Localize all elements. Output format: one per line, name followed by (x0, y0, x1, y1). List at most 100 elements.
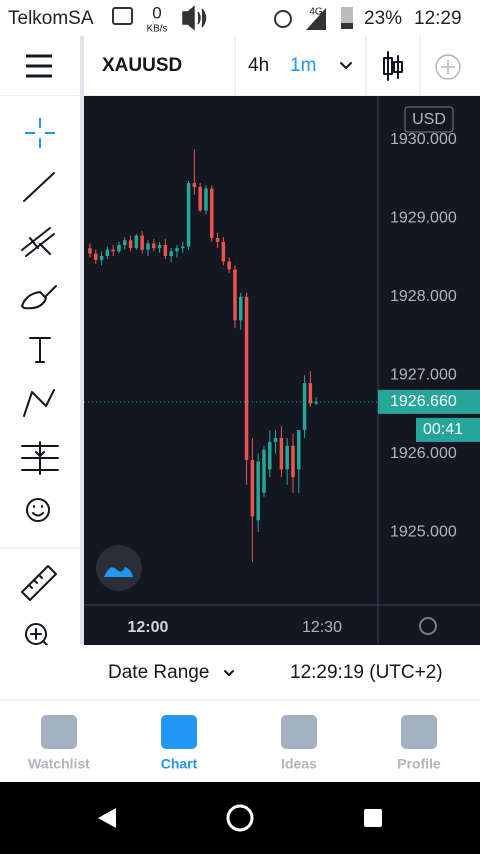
settings-button[interactable] (419, 617, 437, 635)
candle-body (157, 245, 162, 249)
candle-body (111, 249, 115, 252)
tab-icon[interactable] (161, 715, 197, 749)
candle-body (88, 248, 92, 254)
candle-body (221, 241, 226, 262)
volume-icon (182, 5, 207, 31)
currency: USD (412, 111, 446, 128)
candle-body (152, 243, 156, 249)
countdown-badge (416, 417, 480, 442)
tab-label[interactable]: Chart (161, 756, 198, 772)
candle-body (297, 430, 301, 470)
tab-label[interactable]: Ideas (281, 756, 317, 772)
y-tick-label: 1926.000 (390, 445, 457, 462)
ruler-tool[interactable] (21, 565, 57, 601)
menu-button[interactable] (26, 54, 52, 78)
candle-body (250, 459, 255, 517)
date-bar (84, 645, 480, 700)
candle-body (204, 188, 208, 211)
emoji-tool[interactable] (26, 498, 50, 522)
tab-icon[interactable] (401, 715, 437, 749)
add-icon (441, 60, 455, 74)
tool-panel (0, 96, 80, 645)
last-price-label: 1926.660 (390, 393, 457, 410)
crosshair-tool[interactable] (25, 118, 55, 148)
y-tick-label: 1930.000 (390, 131, 457, 148)
chart-style-button[interactable] (383, 51, 403, 81)
candle-body (314, 401, 318, 404)
candle-body (186, 183, 191, 247)
zoom-tool[interactable] (25, 623, 47, 645)
y-tick-label: 1925.000 (390, 523, 457, 540)
pattern-tool[interactable] (23, 389, 55, 417)
interval[interactable]: 4h (248, 55, 269, 76)
home-button[interactable] (226, 804, 254, 832)
candle-body (198, 186, 202, 211)
logo-icon (104, 567, 133, 577)
candle-body (227, 261, 231, 270)
alarm-icon (274, 10, 292, 28)
network-type: 4G (309, 7, 323, 18)
candle-body (105, 249, 110, 256)
candle-body (181, 246, 185, 249)
candle-body (192, 183, 197, 187)
candle-body (210, 188, 214, 238)
candle-body (128, 240, 133, 249)
candle-body (279, 437, 284, 470)
recents-button[interactable] (364, 809, 382, 827)
divider (80, 96, 84, 645)
candle-body (285, 445, 289, 470)
tab-icon[interactable] (281, 715, 317, 749)
tab-label[interactable]: Watchlist (28, 756, 90, 772)
candle-body (239, 296, 243, 321)
back-button[interactable] (98, 808, 116, 828)
fib-tool[interactable] (21, 227, 55, 257)
candle-body (256, 461, 260, 521)
candle-body (117, 245, 121, 252)
candle-body (302, 383, 307, 431)
candle-body (140, 235, 144, 250)
prediction-tool[interactable] (21, 441, 59, 475)
net-speed: 0 (152, 3, 161, 22)
tab-icon[interactable] (41, 715, 77, 749)
status-bar (0, 0, 480, 36)
symbol[interactable]: XAUUSD (102, 55, 182, 76)
net-speed-unit: KB/s (146, 24, 167, 35)
battery: 23% (364, 8, 402, 29)
toolbar (0, 36, 480, 96)
y-tick-label: 1928.000 (390, 288, 457, 305)
date-range-dropdown[interactable] (224, 670, 234, 676)
candle-body (291, 445, 295, 478)
x-tick-label: 12:00 (128, 619, 169, 636)
trend-line-tool[interactable] (23, 172, 55, 202)
candle-body (308, 383, 313, 404)
currency-badge[interactable] (404, 106, 454, 133)
candle-body (163, 245, 168, 256)
candle-body (94, 253, 98, 260)
text-tool[interactable] (29, 337, 51, 363)
candle-body (99, 255, 104, 260)
brush-tool[interactable] (21, 285, 57, 310)
clock: 12:29 (414, 8, 462, 29)
tab-label[interactable]: Profile (397, 756, 441, 772)
carrier: TelkomSA (8, 8, 94, 29)
chart-clock: 12:29:19 (UTC+2) (290, 662, 443, 683)
signal-icon (306, 8, 326, 30)
candle-body (123, 240, 127, 246)
tab-bar (0, 700, 480, 782)
candle-body (268, 441, 272, 470)
candle-body (146, 243, 150, 250)
candle-body (273, 437, 278, 442)
date-range[interactable]: Date Range (108, 662, 209, 683)
chart-area (84, 96, 480, 645)
x-tick-label: 12:30 (302, 619, 342, 636)
logo-button[interactable] (96, 545, 142, 591)
add-button[interactable] (435, 54, 461, 80)
emoji-face (32, 505, 44, 517)
candle-body (215, 237, 220, 242)
countdown: 00:41 (423, 421, 463, 438)
y-tick-label: 1929.000 (390, 210, 457, 227)
interval-active[interactable]: 1m (290, 55, 316, 76)
interval-dropdown[interactable] (340, 62, 352, 69)
date-bar (0, 645, 84, 700)
nav-bar (0, 782, 480, 854)
